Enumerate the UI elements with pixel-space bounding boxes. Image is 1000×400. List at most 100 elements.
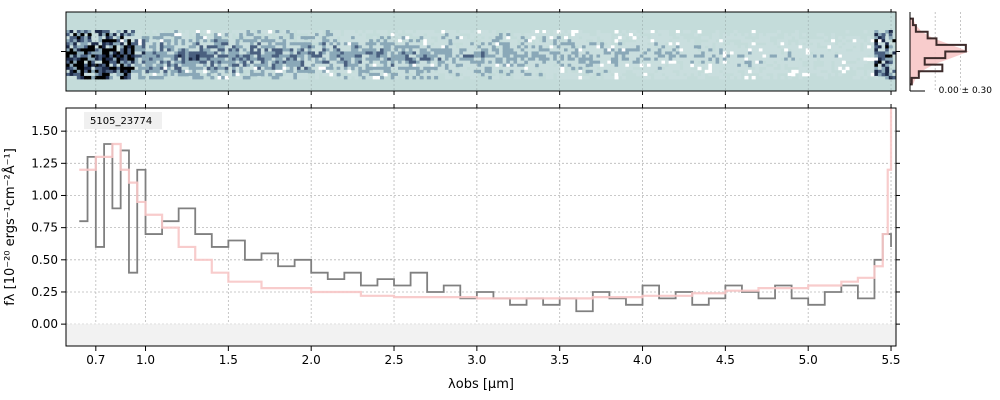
heatmap-cell	[203, 63, 208, 68]
heatmap-cell	[589, 42, 594, 46]
heatmap-cell	[549, 39, 554, 43]
heatmap-cell	[654, 39, 659, 43]
heatmap-cell	[477, 57, 482, 62]
heatmap-cell	[870, 51, 875, 55]
heatmap-cell	[794, 69, 799, 74]
heatmap-cell	[343, 75, 348, 80]
heatmap-cell	[491, 30, 496, 34]
heatmap-cell	[430, 66, 435, 71]
heatmap-cell	[73, 54, 78, 58]
heatmap-cell	[845, 66, 850, 71]
heatmap-cell	[852, 36, 857, 40]
heatmap-cell	[766, 51, 771, 55]
heatmap-cell	[268, 45, 273, 49]
heatmap-cell	[304, 54, 309, 58]
heatmap-cell	[506, 60, 511, 65]
heatmap-cell	[672, 57, 677, 62]
heatmap-cell	[679, 45, 684, 49]
heatmap-cell	[564, 75, 569, 80]
heatmap-cell	[322, 72, 327, 77]
heatmap-cell	[596, 30, 601, 34]
heatmap-cell	[257, 72, 262, 77]
heatmap-cell	[253, 57, 258, 62]
heatmap-cell	[80, 75, 85, 80]
heatmap-cell	[730, 69, 735, 74]
heatmap-cell	[481, 69, 486, 74]
heatmap-cell	[603, 33, 608, 37]
heatmap-cell	[603, 60, 608, 65]
heatmap-cell	[325, 45, 330, 49]
heatmap-cell	[235, 33, 240, 37]
heatmap-cell	[282, 45, 287, 49]
heatmap-cell	[405, 42, 410, 46]
heatmap-cell	[607, 75, 612, 80]
heatmap-cell	[693, 60, 698, 65]
heatmap-cell	[672, 45, 677, 49]
heatmap-cell	[127, 42, 132, 46]
heatmap-cell	[343, 48, 348, 52]
heatmap-cell	[596, 54, 601, 58]
heatmap-cell	[571, 60, 576, 65]
heatmap-cell	[307, 39, 312, 43]
heatmap-cell	[733, 63, 738, 68]
heatmap-cell	[524, 75, 529, 80]
heatmap-cell	[556, 54, 561, 58]
heatmap-cell	[730, 63, 735, 68]
heatmap-cell	[859, 39, 864, 43]
heatmap-cell	[715, 45, 720, 49]
heatmap-cell	[268, 48, 273, 52]
heatmap-cell	[109, 63, 114, 68]
heatmap-cell	[156, 48, 161, 52]
heatmap-cell	[841, 48, 846, 52]
heatmap-cell	[130, 72, 135, 77]
heatmap-cell	[398, 66, 403, 71]
heatmap-cell	[416, 63, 421, 68]
heatmap-cell	[643, 36, 648, 40]
heatmap-cell	[195, 42, 200, 46]
heatmap-cell	[221, 60, 226, 65]
heatmap-cell	[726, 69, 731, 74]
heatmap-cell	[340, 57, 345, 62]
heatmap-cell	[506, 45, 511, 49]
heatmap-cell	[300, 63, 305, 68]
heatmap-cell	[174, 42, 179, 46]
heatmap-cell	[834, 57, 839, 62]
heatmap-cell	[98, 72, 103, 77]
heatmap-cell	[379, 39, 384, 43]
heatmap-cell	[94, 36, 99, 40]
heatmap-cell	[116, 63, 121, 68]
heatmap-cell	[221, 30, 226, 34]
heatmap-cell	[733, 60, 738, 65]
heatmap-cell	[524, 72, 529, 77]
heatmap-cell	[715, 72, 720, 77]
heatmap-cell	[354, 54, 359, 58]
heatmap-cell	[441, 60, 446, 65]
heatmap-cell	[863, 45, 868, 49]
heatmap-cell	[98, 48, 103, 52]
heatmap-cell	[827, 66, 832, 71]
heatmap-cell	[578, 30, 583, 34]
heatmap-cell	[156, 60, 161, 65]
heatmap-cell	[141, 48, 146, 52]
heatmap-cell	[235, 57, 240, 62]
heatmap-cell	[315, 48, 320, 52]
heatmap-cell	[315, 72, 320, 77]
heatmap-cell	[423, 36, 428, 40]
heatmap-cell	[711, 63, 716, 68]
heatmap-cell	[217, 45, 222, 49]
heatmap-cell	[264, 72, 269, 77]
heatmap-cell	[621, 75, 626, 80]
heatmap-cell	[654, 66, 659, 71]
heatmap-cell	[823, 75, 828, 80]
heatmap-cell	[333, 75, 338, 80]
heatmap-cell	[740, 60, 745, 65]
heatmap-cell	[434, 72, 439, 77]
heatmap-cell	[545, 69, 550, 74]
spectrum-1d-frame	[65, 107, 897, 347]
y-tick-label: 1.00	[31, 188, 58, 202]
heatmap-cell	[535, 30, 540, 34]
heatmap-cell	[325, 66, 330, 71]
heatmap-cell	[838, 42, 843, 46]
heatmap-cell	[452, 45, 457, 49]
heatmap-cell	[365, 75, 370, 80]
